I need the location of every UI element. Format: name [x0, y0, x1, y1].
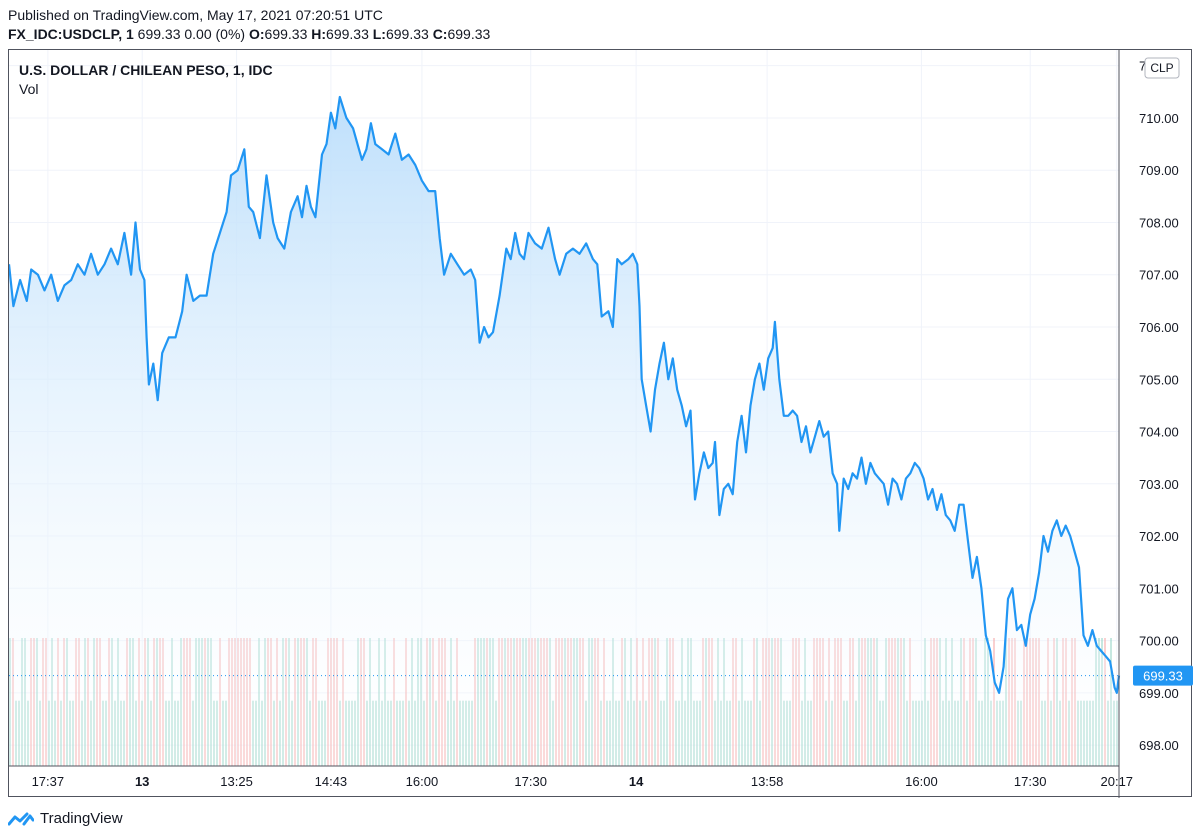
last-price-badge-bg	[1133, 665, 1193, 686]
axes: 698.00 699.00 700.00 701.00 702.00 703.00 704.…	[9, 50, 1193, 798]
open-value: 699.33	[264, 26, 308, 42]
tradingview-brand: TradingView	[40, 810, 123, 827]
x-tick-label: 13:25	[220, 774, 253, 789]
symbol-info-bar: FX_IDC:USDCLP, 1 699.33 0.00 (0%) O:699.…	[8, 26, 490, 42]
high-label: H:	[311, 26, 327, 42]
y-tick-label: 702.00	[1139, 529, 1179, 544]
price-area	[9, 97, 1119, 766]
x-tick-label: 16:00	[406, 774, 439, 789]
y-tick-label: 706.00	[1139, 320, 1179, 335]
currency-badge[interactable]: CLP	[1144, 57, 1180, 79]
tradingview-footer[interactable]: TradingView	[8, 810, 123, 827]
price-line	[9, 95, 1121, 694]
x-tick-label: 17:30	[514, 774, 547, 789]
price-area-fill	[9, 97, 1119, 766]
price-chart[interactable]: 698.00 699.00 700.00 701.00 702.00 703.00 704.…	[9, 50, 1193, 798]
y-tick-label: 705.00	[1139, 372, 1179, 387]
y-tick-label: 699.00	[1139, 686, 1179, 701]
open-label: O:	[248, 26, 265, 42]
y-tick-label: 700.00	[1139, 634, 1179, 649]
chart-title: U.S. DOLLAR / CHILEAN PESO, 1, IDC	[19, 62, 273, 78]
price-series-line	[9, 95, 1121, 694]
last-price-badge: 699.33	[1133, 665, 1193, 686]
symbol-label: FX_IDC:USDCLP, 1	[8, 26, 134, 42]
x-tick-label: 13	[135, 774, 149, 789]
y-tick-label: 703.00	[1139, 477, 1179, 492]
low-label: L:	[372, 26, 386, 42]
close-value: 699.33	[447, 26, 491, 42]
y-tick-label: 701.00	[1139, 581, 1179, 596]
close-label: C:	[432, 26, 448, 42]
low-value: 699.33	[385, 26, 429, 42]
high-value: 699.33	[326, 26, 369, 42]
x-tick-label: 16:00	[905, 774, 938, 789]
published-info: Published on TradingView.com, May 17, 20…	[8, 7, 383, 23]
y-tick-label: 710.00	[1139, 111, 1179, 126]
x-tick-label: 13:58	[751, 774, 784, 789]
x-tick-label: 14	[629, 774, 644, 789]
x-tick-label: 17:30	[1014, 774, 1047, 789]
volume-indicator-label[interactable]: Vol	[19, 81, 38, 97]
y-tick-label: 704.00	[1139, 425, 1179, 440]
tradingview-logo-icon	[8, 812, 34, 825]
y-tick-label: 707.00	[1139, 268, 1179, 283]
x-tick-label: 20:17	[1101, 774, 1134, 789]
x-tick-label: 17:37	[32, 774, 65, 789]
y-tick-label: 698.00	[1139, 738, 1179, 753]
chart-frame[interactable]: 698.00 699.00 700.00 701.00 702.00 703.00 704.…	[8, 49, 1193, 798]
y-tick-label: 709.00	[1139, 163, 1179, 178]
quote-value: 699.33 0.00 (0%)	[137, 26, 246, 42]
last-price-value: 699.33	[1143, 669, 1183, 684]
x-tick-label: 14:43	[315, 774, 348, 789]
currency-label: CLP	[1150, 61, 1173, 75]
y-tick-label: 708.00	[1139, 215, 1179, 230]
